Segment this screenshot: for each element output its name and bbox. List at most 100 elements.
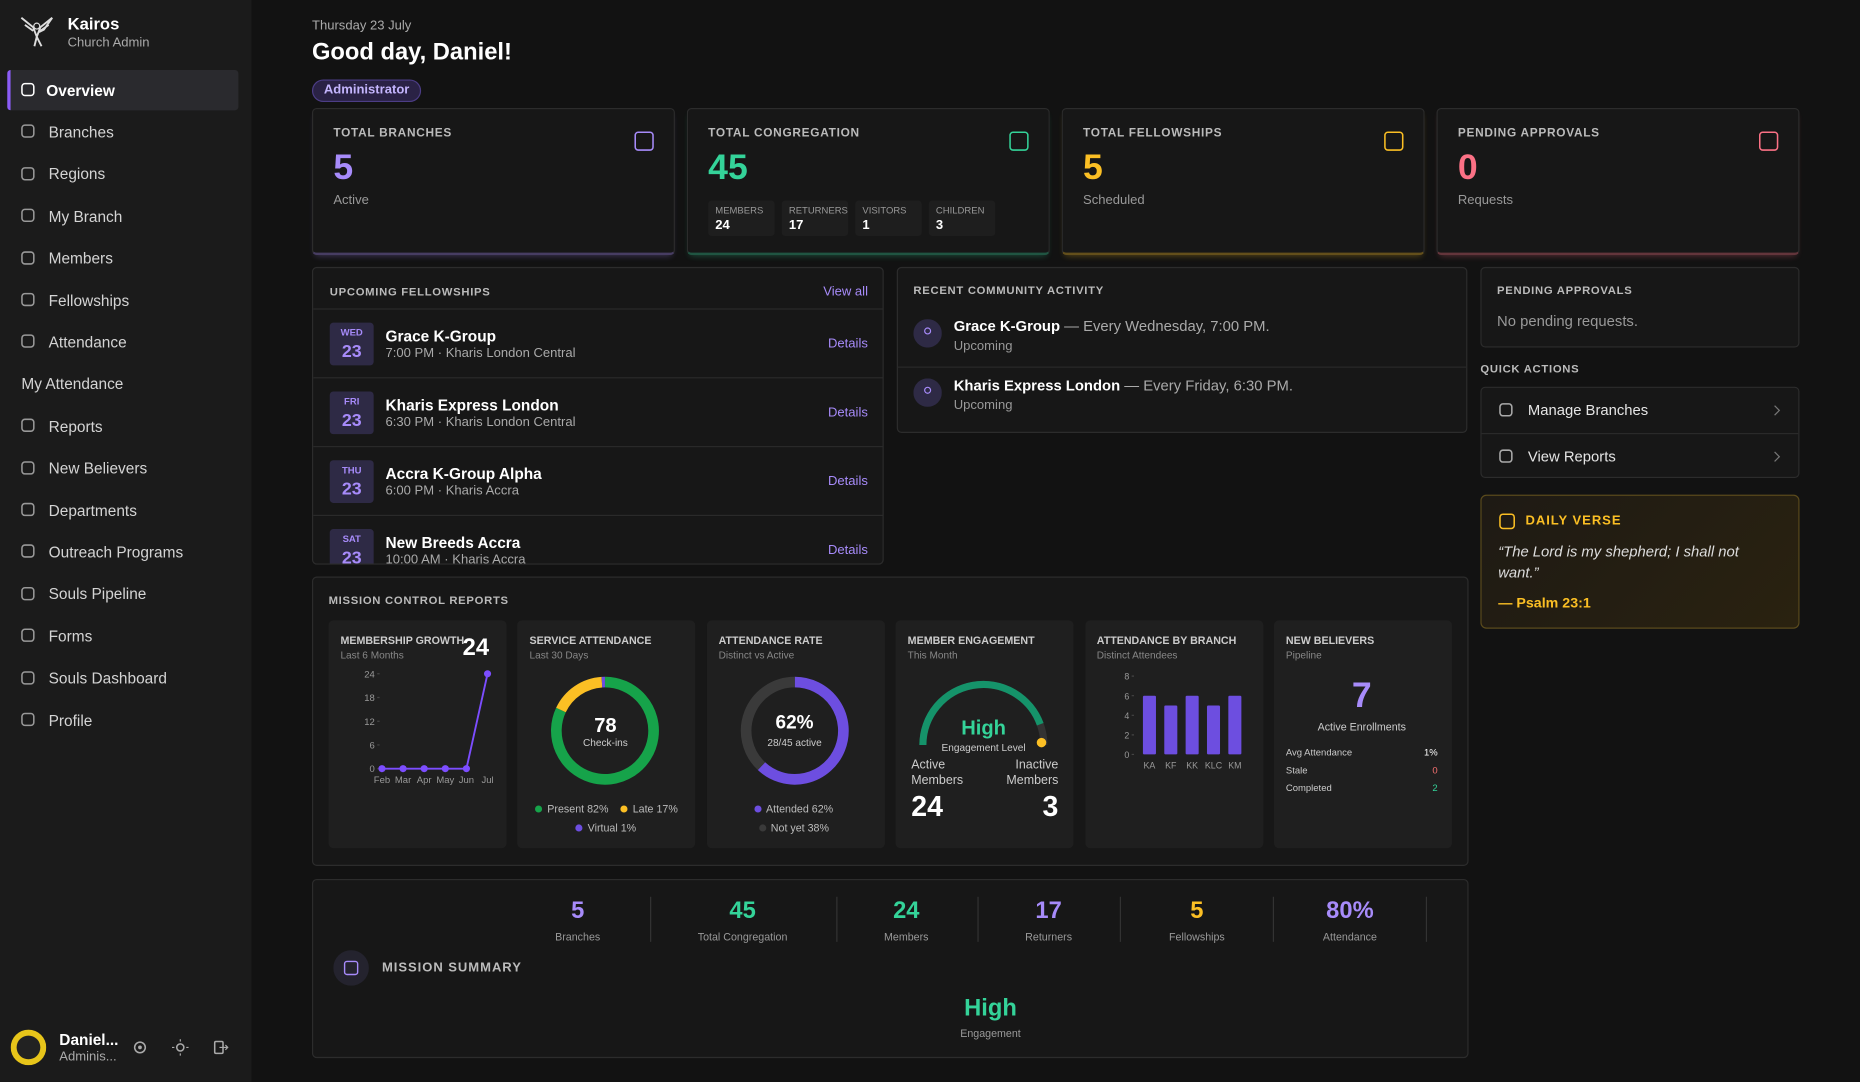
divider [650,896,652,942]
donut-total: 78 [594,713,617,737]
icon [21,82,35,97]
report-title: ATTENDANCE BY BRANCH [1096,634,1237,646]
icon-shape [21,460,35,475]
icon [21,586,35,601]
stat-sub: Scheduled [1083,192,1145,207]
app-name: Kairos [67,14,120,34]
legend-name: Attended [766,803,809,815]
summary-icon [333,950,369,986]
details-link[interactable]: Details [827,405,868,420]
fellowship-row: FRI 23 Kharis Express London 6:30 PM · Khar… [313,377,883,446]
nav-item[interactable]: Branches [7,112,238,152]
nav-item[interactable]: My Branch [7,196,238,236]
nav-item[interactable]: Members [7,238,238,278]
report-subtitle: Last 6 Months [340,648,404,661]
summary-label: Members [884,930,929,943]
activity-line: Grace K-Group — Every Wednesday, 7:00 PM… [954,319,1270,334]
quick-action-label: View Reports [1527,448,1616,465]
x-tick-label: KF [1165,761,1177,771]
details-link[interactable]: Details [827,473,868,489]
legend-swatch [620,805,628,813]
icon-shape [1009,131,1029,151]
growth-point [378,765,386,773]
nav-label: Branches [48,123,114,142]
activity-panel: RECENT COMMUNITY ACTIVITY Grace K-Group —… [896,266,1468,433]
chevron-path [1774,405,1781,416]
stat-card: PENDING APPROVALS 0 Requests [1436,107,1800,256]
date-box: FRI 23 [329,391,374,435]
inactive-label: Inactive Members [1006,757,1059,788]
divider [1119,896,1121,942]
icon-shape [21,124,35,139]
activity-text: — Every Wednesday, 7:00 PM. [1064,317,1270,335]
fellowship-detail: 7:00 PM · Kharis London Central [385,345,576,361]
report-title: ATTENDANCE RATE [718,634,823,646]
icon-shape [1499,403,1513,417]
theme-toggle[interactable] [172,1039,189,1056]
nav-item[interactable]: Fellowships [7,280,238,320]
nb-value-label: Active Enrollments [1317,720,1406,733]
quick-action[interactable]: View Reports [1481,432,1799,478]
report-chart: 0 6 12 18 24 Feb Mar Apr May Jun Jul [364,669,493,786]
verse-reference: — Psalm 23:1 [1498,594,1591,611]
x-tick-label: KM [1228,761,1241,771]
logout[interactable] [212,1039,229,1056]
breakdown-value: 3 [935,217,944,232]
nav-item[interactable]: Outreach Programs [7,532,238,572]
icon-shape [634,131,654,151]
summary-label: Branches [555,930,601,943]
verse-card: DAILY VERSE “The Lord is my shepherd; I s… [1480,494,1800,629]
donut-segment [757,676,849,785]
nav-item[interactable]: Profile [7,700,238,740]
nav-label: Regions [48,165,106,184]
fellowship-name: New Breeds Accra [385,533,521,551]
date: 23 [341,478,362,499]
x-tick-label: Mar [395,775,411,786]
nav-item[interactable]: Attendance [7,322,238,362]
nav-item[interactable]: Overview [7,69,239,111]
summary-value: 24 [893,897,920,925]
summary-label: Attendance [1322,930,1377,943]
stat-value: 45 [708,148,748,188]
y-tick-label: 8 [1124,672,1129,682]
x-tick-label: Jun [459,775,474,786]
icon [213,1040,229,1055]
nav-item[interactable]: Souls Dashboard [7,658,238,698]
icon-shape [21,166,35,181]
icon [133,1041,147,1054]
nav-item[interactable]: Forms [7,616,238,656]
growth-point [441,765,449,773]
report-subtitle: Distinct vs Active [718,648,795,661]
summary-value: 80% [1326,897,1374,925]
nav-item[interactable]: My Attendance [7,364,238,404]
engagement-level-label: Engagement Level [941,741,1026,753]
divider [977,896,979,942]
view-all[interactable]: View all [823,284,868,299]
details-link[interactable]: Details [827,542,868,557]
growth-point [483,670,492,678]
nav-item[interactable]: New Believers [7,448,238,488]
day: THU [341,464,362,476]
breakdown-item: VISITORS 1 [855,200,922,237]
fellowship-name: Kharis Express London [385,395,559,414]
activity-row: Grace K-Group — Every Wednesday, 7:00 PM… [898,308,1466,366]
stat-card: TOTAL FELLOWSHIPS 5 Scheduled [1061,107,1425,256]
user-settings[interactable] [132,1039,149,1056]
details-link[interactable]: Details [827,336,868,351]
donut-segment [551,676,660,785]
nav-label: Souls Pipeline [48,585,147,603]
nav-item[interactable]: Reports [7,406,238,446]
nav-item[interactable]: Departments [7,490,238,530]
legend-swatch [575,824,583,832]
pending-panel: PENDING APPROVALS No pending requests. [1480,266,1800,348]
bar [1142,695,1156,755]
quick-action[interactable]: Manage Branches [1482,388,1799,433]
date: Thursday 23 July [311,18,412,33]
chevron-path [1774,451,1781,462]
nav-item[interactable]: Souls Pipeline [7,574,238,614]
report-card: NEW BELIEVERS Pipeline 7 Active Enrollments… [1274,620,1452,849]
legend-value: 1% [620,822,637,834]
active-value: 24 [911,791,943,824]
nav-item[interactable]: Regions [7,154,238,194]
nav-label: Profile [48,711,93,729]
